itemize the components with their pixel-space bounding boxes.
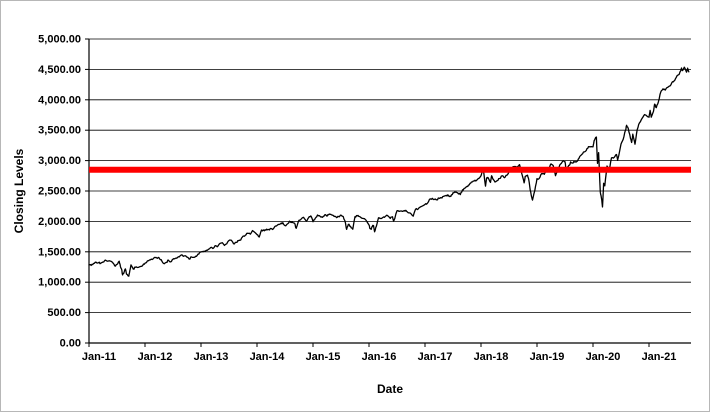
y-tick-label: 1,500.00 [38,246,81,258]
x-tick-label: Jan-14 [250,351,286,363]
y-axis-title: Closing Levels [12,148,26,233]
y-tick-label: 3,000.00 [38,155,81,167]
x-tick-label: Jan-12 [138,351,173,363]
x-tick-label: Jan-11 [82,351,116,363]
y-tick-label: 4,500.00 [38,64,81,76]
x-axis-title: Date [377,382,403,396]
x-tick-label: Jan-13 [194,351,229,363]
y-tick-label: 2,000.00 [38,216,81,228]
closing-levels-series-line [88,66,690,277]
y-tick-label: 500.00 [47,307,81,319]
x-tick-label: Jan-18 [474,351,509,363]
x-tick-label: Jan-17 [418,351,453,363]
x-tick-label: Jan-21 [642,351,677,363]
y-tick-label: 3,500.00 [38,125,81,137]
x-tick-label: Jan-15 [306,351,341,363]
y-tick-label: 1,000.00 [38,277,81,289]
x-tick-label: Jan-16 [362,351,397,363]
x-tick-label: Jan-19 [530,351,565,363]
x-tick-label: Jan-20 [586,351,621,363]
y-tick-label: 4,000.00 [38,94,81,106]
y-tick-label: 5,000.00 [38,34,81,46]
y-tick-label: 2,500.00 [38,186,81,198]
y-tick-label: 0.00 [60,338,81,350]
